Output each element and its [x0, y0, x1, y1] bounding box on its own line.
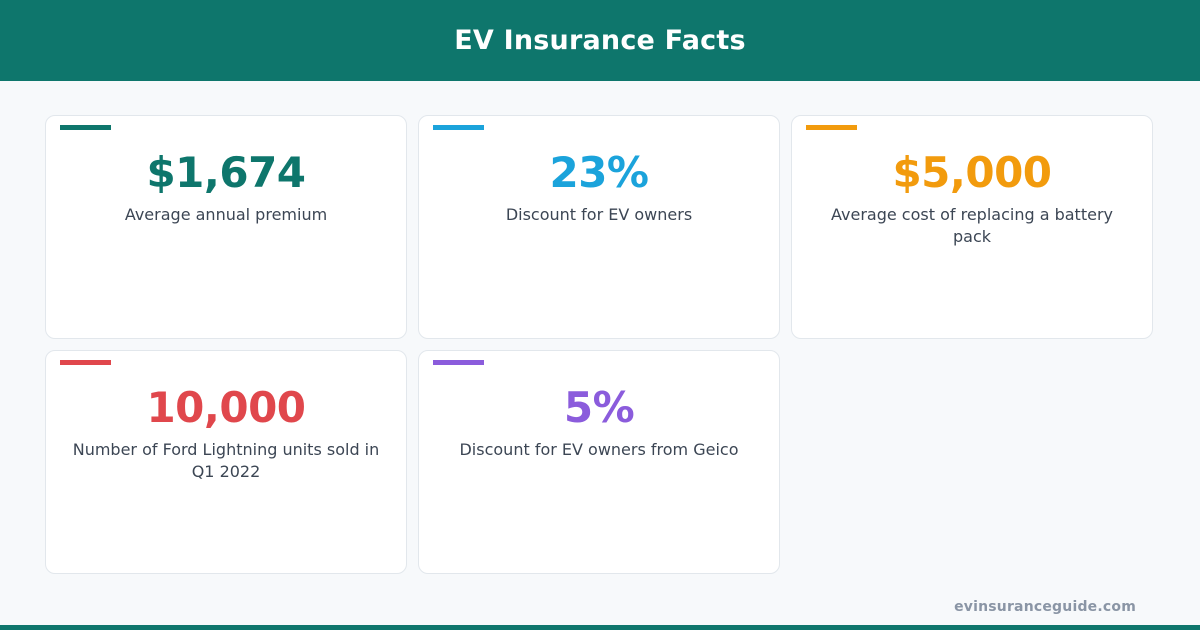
header-banner: EV Insurance Facts [0, 0, 1200, 81]
card-accent-bar [433, 125, 484, 130]
fact-label: Average annual premium [124, 205, 328, 224]
fact-value: $1,674 [146, 148, 306, 197]
card-accent-bar [60, 360, 111, 365]
page-title: EV Insurance Facts [454, 25, 746, 56]
fact-value: 10,000 [146, 383, 306, 432]
fact-label: Average cost of replacing a battery pack [831, 205, 1113, 246]
fact-label: Discount for EV owners [505, 205, 693, 224]
fact-label: Discount for EV owners from Geico [459, 440, 739, 459]
fact-card-average-premium: $1,674 Average annual premium [45, 115, 407, 339]
fact-value: $5,000 [892, 148, 1052, 197]
fact-value: 23% [549, 148, 649, 197]
fact-label: Number of Ford Lightning units sold in Q… [72, 440, 380, 481]
fact-value: 5% [563, 383, 635, 432]
fact-card-geico-discount: 5% Discount for EV owners from Geico [418, 350, 780, 574]
card-accent-bar [60, 125, 111, 130]
footer-bar [0, 625, 1200, 630]
fact-card-ev-discount: 23% Discount for EV owners [418, 115, 780, 339]
card-accent-bar [433, 360, 484, 365]
card-accent-bar [806, 125, 857, 130]
fact-card-battery-cost: $5,000 Average cost of replacing a batte… [791, 115, 1153, 339]
source-domain: evinsuranceguide.com [954, 599, 1136, 615]
fact-card-ford-lightning-sales: 10,000 Number of Ford Lightning units so… [45, 350, 407, 574]
